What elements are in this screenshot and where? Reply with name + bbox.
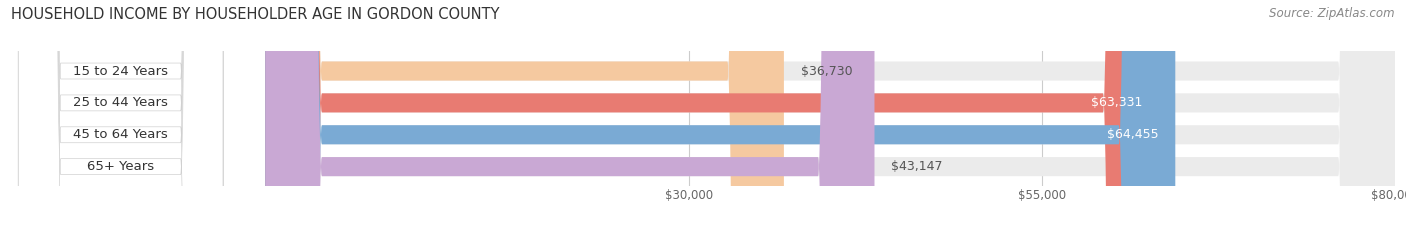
Text: 65+ Years: 65+ Years <box>87 160 155 173</box>
FancyBboxPatch shape <box>266 0 785 233</box>
Text: 15 to 24 Years: 15 to 24 Years <box>73 65 169 78</box>
Text: $63,331: $63,331 <box>1091 96 1143 110</box>
Text: 25 to 44 Years: 25 to 44 Years <box>73 96 169 110</box>
Text: $64,455: $64,455 <box>1107 128 1159 141</box>
Text: 45 to 64 Years: 45 to 64 Years <box>73 128 169 141</box>
Text: Source: ZipAtlas.com: Source: ZipAtlas.com <box>1270 7 1395 20</box>
FancyBboxPatch shape <box>266 0 875 233</box>
Text: $43,147: $43,147 <box>891 160 943 173</box>
Text: HOUSEHOLD INCOME BY HOUSEHOLDER AGE IN GORDON COUNTY: HOUSEHOLD INCOME BY HOUSEHOLDER AGE IN G… <box>11 7 499 22</box>
Text: $36,730: $36,730 <box>801 65 852 78</box>
FancyBboxPatch shape <box>18 0 224 233</box>
FancyBboxPatch shape <box>266 0 1395 233</box>
FancyBboxPatch shape <box>266 0 1395 233</box>
FancyBboxPatch shape <box>266 0 1395 233</box>
FancyBboxPatch shape <box>18 0 224 233</box>
FancyBboxPatch shape <box>18 0 224 233</box>
FancyBboxPatch shape <box>18 0 224 233</box>
FancyBboxPatch shape <box>266 0 1395 233</box>
FancyBboxPatch shape <box>266 0 1175 233</box>
FancyBboxPatch shape <box>266 0 1160 233</box>
